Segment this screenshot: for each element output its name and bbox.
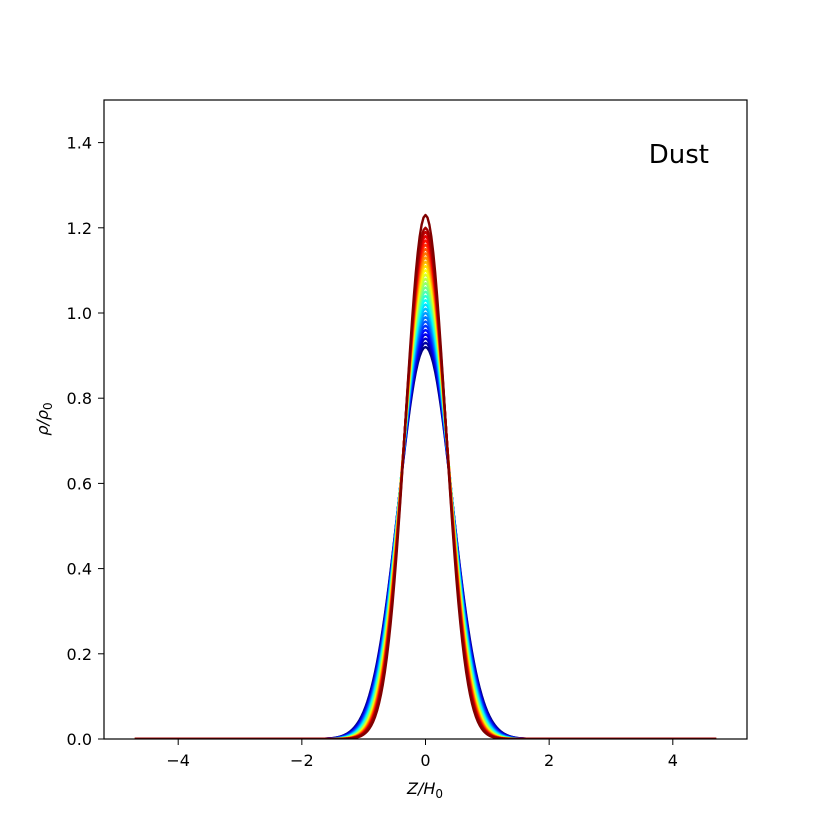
density-curve-11: [134, 303, 717, 739]
density-curve-18: [134, 273, 717, 739]
y-tick-label: 1.4: [67, 134, 92, 153]
plot-frame: [103, 99, 748, 740]
density-curve-12: [134, 299, 717, 739]
density-curve-8: [134, 316, 717, 739]
density-curve-3: [134, 337, 717, 739]
x-tick-label: 0: [420, 751, 430, 770]
y-tick-label: 1.0: [67, 304, 92, 323]
y-axis: 0.0 0.2 0.4 0.6 0.8 1.0 1.2 1.4: [67, 134, 104, 749]
density-curves: [134, 213, 717, 739]
density-curve-1: [134, 345, 717, 739]
x-tick-label: −2: [290, 751, 314, 770]
x-axis-label: Z/H0: [406, 779, 443, 801]
y-tick-label: 0.4: [67, 560, 92, 579]
x-tick-label: 2: [544, 751, 554, 770]
density-curve-15: [134, 286, 717, 739]
x-axis: −4 −2 0 2 4: [166, 739, 678, 770]
density-curve-14: [134, 290, 717, 739]
density-curve-2: [134, 341, 717, 739]
density-curve-25: [134, 243, 717, 739]
density-curve-19: [134, 269, 717, 739]
density-curve-17: [134, 277, 717, 739]
density-curve-27: [134, 235, 717, 739]
dust-annotation: Dust: [649, 140, 709, 170]
y-axis-label: ρ/ρ0: [33, 402, 55, 435]
density-curve-16: [134, 281, 717, 739]
density-curve-21: [134, 260, 717, 739]
y-tick-label: 0.2: [67, 645, 92, 664]
density-curve-29: [134, 226, 717, 739]
density-curve-28: [134, 230, 717, 739]
y-tick-label: 0.8: [67, 389, 92, 408]
density-curve-20: [134, 264, 717, 739]
y-tick-label: 0.0: [67, 730, 92, 749]
density-curve-7: [134, 320, 717, 739]
density-curve-10: [134, 307, 717, 739]
density-curve-5: [134, 328, 717, 739]
density-curve-13: [134, 294, 717, 739]
y-tick-label: 0.6: [67, 474, 92, 493]
x-tick-label: 4: [668, 751, 678, 770]
density-curve-22: [134, 256, 717, 739]
density-curve-9: [134, 311, 717, 739]
x-tick-label: −4: [166, 751, 190, 770]
x-axis-label-subscript: 0: [435, 787, 443, 801]
density-curve-6: [134, 324, 717, 739]
density-curve-24: [134, 247, 717, 739]
y-axis-label-subscript: 0: [41, 402, 55, 410]
density-curve-26: [134, 239, 717, 739]
y-tick-label: 1.2: [67, 219, 92, 238]
density-curve-4: [134, 333, 717, 739]
density-curve-23: [134, 252, 717, 739]
density-curve-30: [134, 213, 717, 739]
